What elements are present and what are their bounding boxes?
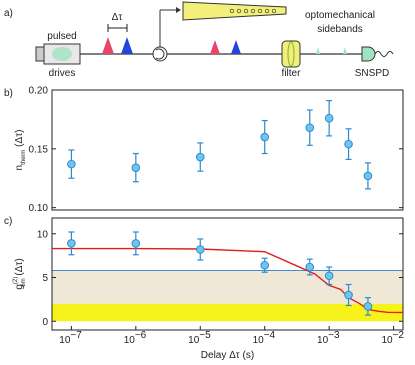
- x-tick-exponent: −3: [328, 330, 340, 341]
- y-axis-label-part: om: [21, 278, 27, 286]
- x-tick-label: 10: [124, 335, 136, 346]
- y-tick-label: 0.20: [29, 86, 49, 97]
- y-tick-label: 10: [37, 229, 49, 240]
- sideband: [343, 47, 347, 54]
- fit-curve: [52, 247, 404, 314]
- diagram: a) pulsed drives Δτ optomechanical sideb…: [4, 1, 394, 79]
- y-axis-label: ntherm (Δτ): [14, 130, 27, 171]
- source-cap: [35, 46, 45, 62]
- x-tick-exponent: −5: [199, 330, 211, 341]
- sideband-label: optomechanical: [305, 10, 375, 21]
- y-axis-label-part: (Δτ): [14, 130, 25, 150]
- panel-label: b): [4, 88, 13, 99]
- data-point: [260, 132, 270, 142]
- holes: [229, 8, 277, 14]
- sideband: [316, 47, 320, 54]
- waveguide: [182, 1, 287, 21]
- arrow: [176, 7, 181, 13]
- wire: [374, 51, 394, 57]
- x-tick-label: 10: [381, 335, 393, 346]
- y-axis-label: g(2) om (Δτ): [13, 258, 27, 289]
- panel-label: c): [4, 216, 12, 227]
- x-tick-exponent: −4: [264, 330, 276, 341]
- data-point: [363, 171, 373, 181]
- detector: [361, 46, 376, 62]
- x-tick-label: 10: [253, 335, 265, 346]
- detector-label: SNSPD: [355, 68, 389, 79]
- x-tick-label: 10: [59, 335, 71, 346]
- pulse: [102, 37, 114, 54]
- y-tick-label: 5: [42, 273, 48, 284]
- circulator-arrow: [155, 48, 165, 60]
- y-axis-label-part: therm: [21, 150, 27, 165]
- data-point: [67, 159, 76, 169]
- y-tick-label: 0: [42, 317, 48, 328]
- data-point: [305, 123, 315, 132]
- panel-label: a): [4, 8, 13, 19]
- x-tick-exponent: −6: [135, 330, 147, 341]
- data-point: [344, 290, 353, 300]
- delay-label: Δτ: [112, 12, 123, 23]
- filter-label: filter: [282, 68, 302, 79]
- pulse: [210, 40, 220, 54]
- x-tick-exponent: −2: [393, 330, 405, 341]
- y-tick-label: 0.15: [29, 144, 49, 155]
- x-tick-label: 10: [188, 335, 200, 346]
- plot-frame: [51, 217, 404, 331]
- y-axis-label-part: g: [14, 284, 25, 290]
- band: [52, 303, 403, 322]
- pulse: [121, 37, 133, 54]
- data-point: [324, 113, 334, 123]
- source-label: pulsed: [47, 31, 76, 42]
- sideband-label: sidebands: [317, 24, 363, 35]
- data-point: [195, 152, 205, 162]
- y-axis-label-part: (2): [13, 277, 19, 284]
- data-point: [305, 262, 315, 272]
- data-point: [344, 139, 353, 149]
- data-point: [131, 163, 141, 172]
- filter: [281, 40, 301, 68]
- data-point: [195, 245, 205, 254]
- data-point: [131, 239, 141, 248]
- plot-frame: [51, 89, 404, 211]
- y-tick-label: 0.10: [29, 203, 49, 214]
- data-point: [67, 239, 76, 248]
- data-point: [260, 260, 270, 270]
- x-axis-label: Delay Δτ (s): [201, 350, 254, 361]
- data-point: [363, 302, 373, 311]
- source-label: drives: [49, 68, 76, 79]
- data-point: [324, 271, 334, 281]
- y-axis-label-part: n: [14, 165, 25, 171]
- y-axis-label-part: (Δτ): [14, 258, 25, 278]
- source-glow: [52, 47, 72, 61]
- pulse: [231, 40, 241, 54]
- filter-ring: [287, 41, 295, 67]
- x-tick-label: 10: [317, 335, 329, 346]
- x-tick-exponent: −7: [70, 330, 82, 341]
- band: [52, 270, 403, 304]
